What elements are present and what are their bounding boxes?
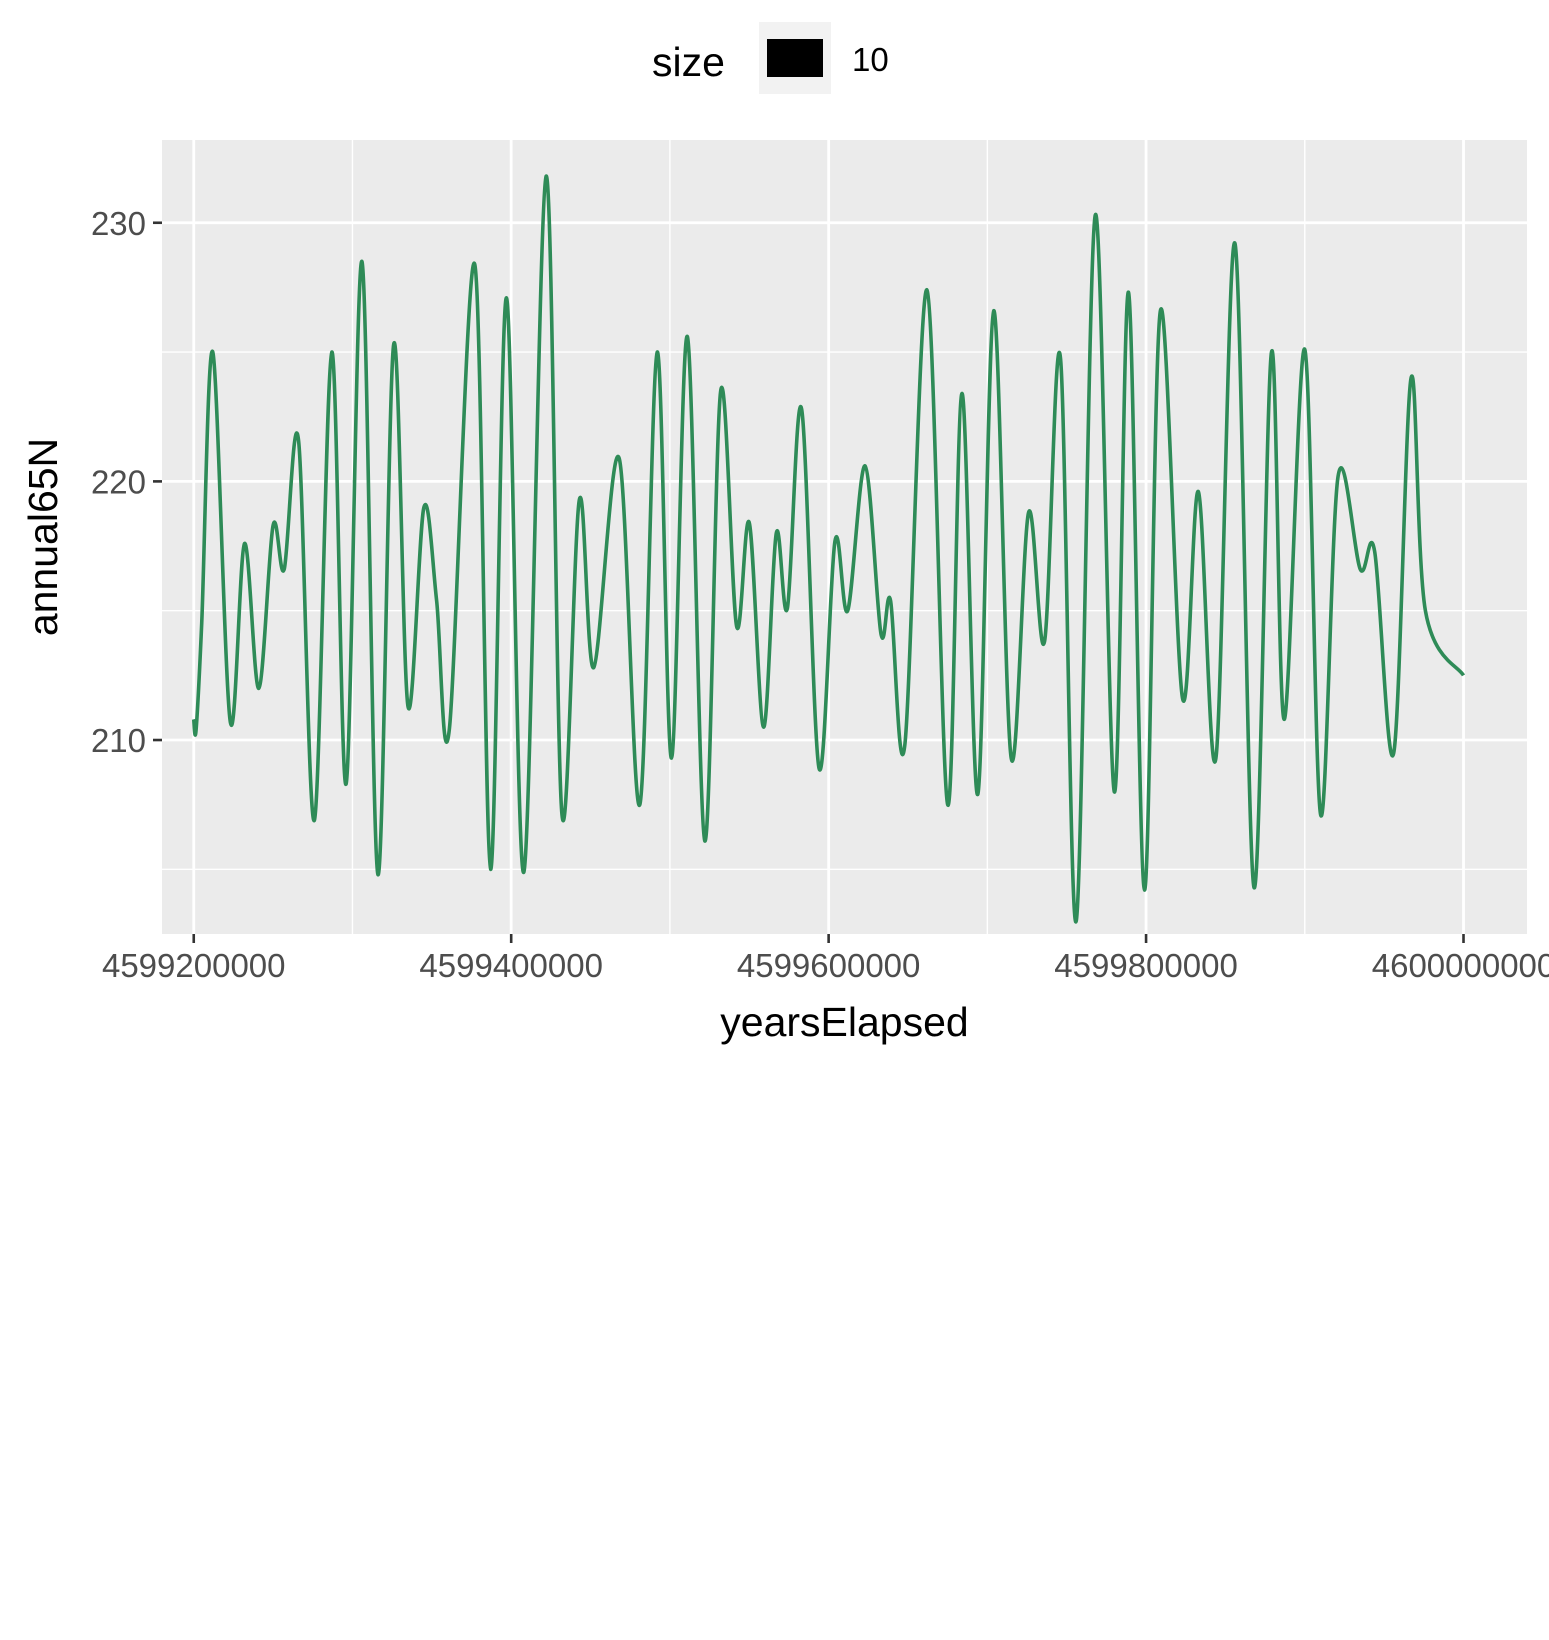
- legend-title: size: [652, 39, 725, 85]
- y-tick-label: 210: [91, 722, 146, 759]
- y-tick-label: 220: [91, 463, 146, 500]
- legend-label: 10: [852, 41, 889, 78]
- series-line: [191, 174, 1466, 924]
- x-tick-label: 4599600000: [737, 947, 921, 984]
- x-tick-label: 4600000000: [1372, 947, 1549, 984]
- x-axis-title: yearsElapsed: [720, 999, 968, 1045]
- grid-major: [162, 140, 1527, 934]
- x-axis: 4599200000 4599400000 4599600000 4599800000…: [102, 934, 1549, 984]
- x-tick-label: 4599200000: [102, 947, 286, 984]
- x-tick-label: 4599400000: [419, 947, 603, 984]
- legend-swatch: [767, 39, 823, 77]
- legend: size 10: [652, 22, 889, 94]
- x-tick-label: 4599800000: [1054, 947, 1238, 984]
- y-axis-title: annual65N: [20, 438, 66, 636]
- y-axis: 210 220 230: [91, 205, 162, 759]
- y-tick-label: 230: [91, 205, 146, 242]
